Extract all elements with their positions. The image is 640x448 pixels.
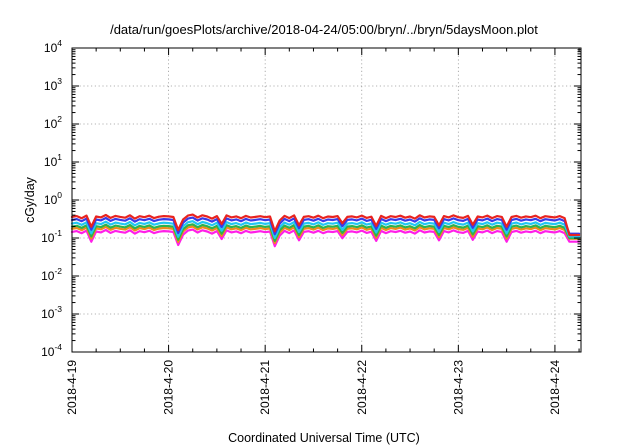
y-tick-exponent: 2 — [57, 114, 62, 124]
x-tick-label: 2018-4-22 — [355, 360, 369, 415]
x-tick-label: 2018-4-24 — [548, 360, 562, 415]
series-layer — [70, 213, 581, 248]
y-tick-exponent: 3 — [57, 76, 62, 86]
chart-title: /data/run/goesPlots/archive/2018-04-24/0… — [110, 22, 538, 37]
y-tick-label: 10-3 — [41, 304, 62, 321]
y-tick-base: 10 — [41, 231, 55, 245]
y-tick-base: 10 — [44, 117, 58, 131]
y-tick-exponent: 1 — [57, 152, 62, 162]
y-tick-label: 100 — [44, 190, 62, 207]
y-tick-label: 10-4 — [41, 342, 62, 359]
y-tick-exponent: -4 — [54, 342, 62, 352]
series-line — [70, 225, 581, 245]
series-line — [70, 220, 581, 239]
y-tick-base: 10 — [41, 269, 55, 283]
x-tick-label: 2018-4-20 — [162, 360, 176, 415]
y-tick-label: 104 — [44, 38, 62, 55]
y-tick-base: 10 — [44, 79, 58, 93]
series-line — [70, 228, 581, 248]
y-tick-label: 101 — [44, 152, 62, 169]
x-axis-label: Coordinated Universal Time (UTC) — [228, 431, 420, 445]
x-tick-labels: 2018-4-19 2018-4-20 2018-4-21 2018-4-22 2018… — [65, 360, 562, 415]
y-tick-exponent: -3 — [54, 304, 62, 314]
y-tick-label: 10-1 — [41, 228, 62, 245]
y-tick-base: 10 — [41, 307, 55, 321]
y-tick-base: 10 — [41, 345, 55, 359]
x-tick-label: 2018-4-21 — [258, 360, 272, 415]
x-tick-label: 2018-4-23 — [451, 360, 465, 415]
y-axis-label: cGy/day — [23, 176, 37, 223]
y-tick-exponent: -2 — [54, 266, 62, 276]
y-tick-label: 103 — [44, 76, 62, 93]
tick-layer — [71, 47, 581, 353]
x-tick-label: 2018-4-19 — [65, 360, 79, 415]
series-line — [70, 223, 581, 242]
y-tick-label: 102 — [44, 114, 62, 131]
y-tick-exponent: 0 — [57, 190, 62, 200]
y-tick-label: 10-2 — [41, 266, 62, 283]
y-tick-base: 10 — [44, 41, 58, 55]
y-tick-base: 10 — [44, 193, 58, 207]
series-line — [70, 213, 581, 237]
y-tick-base: 10 — [44, 155, 58, 169]
series-line — [70, 216, 581, 236]
y-tick-exponent: -1 — [54, 228, 62, 238]
grid-layer — [72, 48, 581, 352]
y-tick-exponent: 4 — [57, 38, 62, 48]
